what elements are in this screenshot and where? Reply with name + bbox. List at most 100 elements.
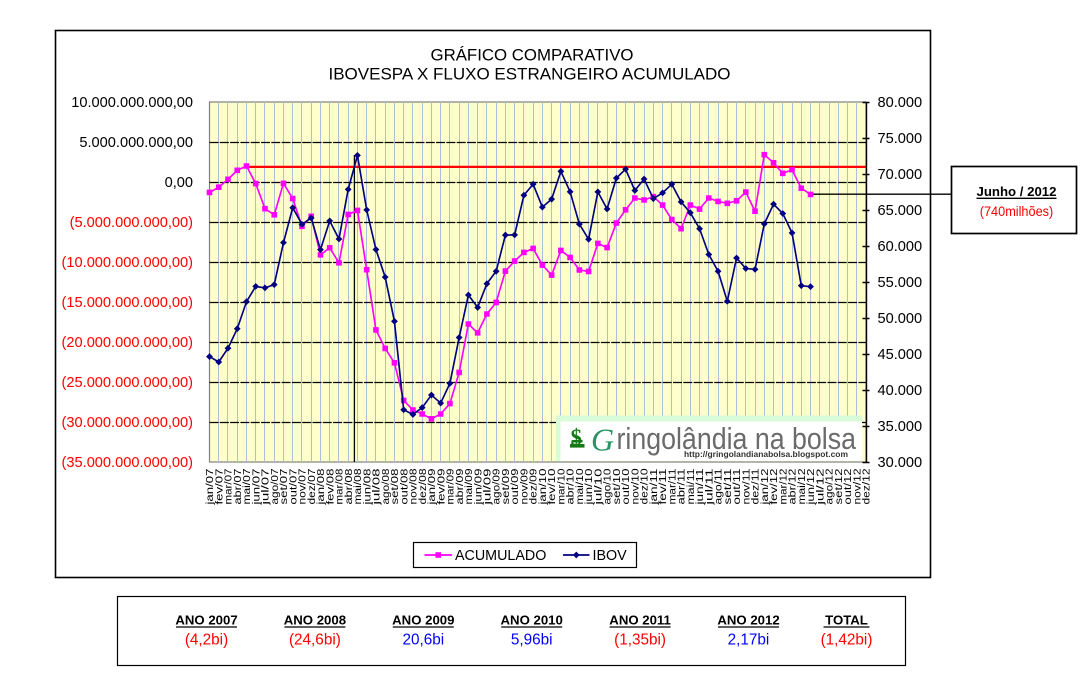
- svg-text:out/12: out/12: [843, 468, 854, 504]
- svg-text:(1,35bi): (1,35bi): [614, 632, 666, 649]
- svg-text:(35.000.000.000,00): (35.000.000.000,00): [62, 455, 193, 471]
- svg-text:dez/08: dez/08: [418, 468, 429, 504]
- svg-text:mai/07: mai/07: [242, 468, 253, 504]
- svg-text:GRÁFICO COMPARATIVO: GRÁFICO COMPARATIVO: [431, 46, 634, 65]
- svg-text:fev/09: fev/09: [436, 468, 447, 504]
- svg-text:nov/08: nov/08: [409, 468, 420, 504]
- svg-text:(740milhões): (740milhões): [980, 203, 1054, 219]
- svg-text:ANO 2007: ANO 2007: [175, 613, 237, 628]
- svg-text:mar/09: mar/09: [446, 468, 457, 504]
- svg-text:out/09: out/09: [510, 468, 521, 504]
- svg-text:ringolândia na bolsa: ringolândia na bolsa: [617, 421, 857, 456]
- svg-text:70.000: 70.000: [878, 167, 923, 183]
- svg-text:set/12: set/12: [834, 468, 845, 504]
- svg-text:set/09: set/09: [501, 468, 512, 504]
- svg-text:ANO 2010: ANO 2010: [501, 613, 563, 628]
- svg-text:http://gringolandianabolsa.blo: http://gringolandianabolsa.blogspot.com: [684, 450, 848, 459]
- svg-text:jan/08: jan/08: [316, 468, 327, 506]
- svg-text:ago/08: ago/08: [381, 468, 392, 504]
- svg-text:80.000: 80.000: [878, 95, 923, 111]
- svg-text:jan/10: jan/10: [538, 468, 549, 506]
- svg-text:5,96bi: 5,96bi: [511, 632, 553, 649]
- svg-text:abr/11: abr/11: [677, 468, 688, 504]
- svg-text:(4,2bi): (4,2bi): [185, 632, 228, 649]
- svg-text:Junho / 2012: Junho / 2012: [977, 184, 1057, 199]
- svg-text:jul/08: jul/08: [372, 468, 383, 506]
- svg-text:jan/07: jan/07: [205, 468, 216, 506]
- svg-text:30.000: 30.000: [878, 455, 923, 471]
- svg-text:ANO 2011: ANO 2011: [609, 613, 671, 628]
- svg-text:fev/07: fev/07: [214, 468, 225, 504]
- svg-text:jun/12: jun/12: [806, 468, 817, 506]
- svg-text:(1,42bi): (1,42bi): [821, 632, 873, 649]
- svg-text:ago/11: ago/11: [714, 468, 725, 504]
- svg-text:jun/10: jun/10: [584, 468, 595, 506]
- svg-text:ago/07: ago/07: [270, 468, 281, 504]
- svg-text:dez/11: dez/11: [751, 468, 762, 504]
- svg-text:35.000: 35.000: [878, 419, 923, 435]
- svg-text:ANO 2012: ANO 2012: [717, 613, 779, 628]
- svg-text:set/08: set/08: [390, 468, 401, 504]
- svg-text:mai/08: mai/08: [353, 468, 364, 504]
- svg-text:set/10: set/10: [612, 468, 623, 504]
- svg-text:(20.000.000.000,00): (20.000.000.000,00): [62, 335, 193, 351]
- svg-text:abr/12: abr/12: [788, 468, 799, 504]
- svg-text:(30.000.000.000,00): (30.000.000.000,00): [62, 415, 193, 431]
- svg-text:out/07: out/07: [288, 468, 299, 504]
- svg-text:set/07: set/07: [279, 468, 290, 504]
- svg-text:fev/08: fev/08: [325, 468, 336, 504]
- svg-text:mar/12: mar/12: [778, 468, 789, 504]
- svg-text:50.000: 50.000: [878, 311, 923, 327]
- svg-text:fev/11: fev/11: [658, 468, 669, 504]
- svg-text:dez/12: dez/12: [862, 468, 873, 504]
- svg-text:(5.000.000.000,00): (5.000.000.000,00): [70, 215, 193, 231]
- svg-text:jul/12: jul/12: [815, 468, 826, 506]
- svg-text:jun/08: jun/08: [362, 468, 373, 506]
- svg-text:out/11: out/11: [732, 468, 743, 504]
- svg-text:nov/07: nov/07: [298, 468, 309, 504]
- svg-text:mar/11: mar/11: [667, 468, 678, 504]
- svg-text:5.000.000.000,00: 5.000.000.000,00: [79, 135, 193, 151]
- svg-text:(25.000.000.000,00): (25.000.000.000,00): [62, 375, 193, 391]
- svg-text:out/08: out/08: [399, 468, 410, 504]
- svg-text:out/10: out/10: [621, 468, 632, 504]
- svg-text:jun/09: jun/09: [473, 468, 484, 506]
- svg-text:jul/10: jul/10: [593, 468, 604, 506]
- svg-text:20,6bi: 20,6bi: [402, 632, 444, 649]
- svg-text:65.000: 65.000: [878, 203, 923, 219]
- svg-text:IBOVESPA X FLUXO ESTRANGEIRO: IBOVESPA X FLUXO ESTRANGEIRO ACUMULADO: [329, 66, 731, 84]
- svg-text:10.000.000.000,00: 10.000.000.000,00: [71, 95, 193, 111]
- svg-text:60.000: 60.000: [878, 239, 923, 255]
- svg-text:ANO 2008: ANO 2008: [284, 613, 346, 628]
- svg-text:ago/09: ago/09: [492, 468, 503, 504]
- svg-text:ago/10: ago/10: [603, 468, 614, 504]
- svg-text:45.000: 45.000: [878, 347, 923, 363]
- svg-text:jul/11: jul/11: [704, 468, 715, 506]
- svg-text:abr/08: abr/08: [344, 468, 355, 504]
- svg-text:G: G: [591, 422, 614, 458]
- svg-text:mar/08: mar/08: [335, 468, 346, 504]
- svg-text:dez/09: dez/09: [529, 468, 540, 504]
- svg-text:40.000: 40.000: [878, 383, 923, 399]
- svg-text:abr/09: abr/09: [455, 468, 466, 504]
- svg-text:(24,6bi): (24,6bi): [289, 632, 341, 649]
- svg-text:jun/11: jun/11: [695, 468, 706, 506]
- svg-text:ACUMULADO: ACUMULADO: [455, 548, 546, 564]
- svg-text:ago/12: ago/12: [825, 468, 836, 504]
- svg-text:dez/10: dez/10: [640, 468, 651, 504]
- svg-text:mar/10: mar/10: [556, 468, 567, 504]
- svg-text:0,00: 0,00: [165, 175, 193, 191]
- svg-text:set/11: set/11: [723, 468, 734, 504]
- svg-text:jan/09: jan/09: [427, 468, 438, 506]
- svg-text:mai/09: mai/09: [464, 468, 475, 504]
- svg-text:mai/10: mai/10: [575, 468, 586, 504]
- svg-text:jun/07: jun/07: [251, 468, 262, 506]
- svg-text:55.000: 55.000: [878, 275, 923, 291]
- svg-text:(15.000.000.000,00): (15.000.000.000,00): [62, 295, 193, 311]
- svg-text:abr/10: abr/10: [566, 468, 577, 504]
- svg-text:jan/11: jan/11: [649, 468, 660, 506]
- svg-text:mai/12: mai/12: [797, 468, 808, 504]
- svg-text:IBOV: IBOV: [593, 548, 628, 564]
- svg-text:mar/07: mar/07: [224, 468, 235, 504]
- svg-text:$: $: [571, 425, 583, 450]
